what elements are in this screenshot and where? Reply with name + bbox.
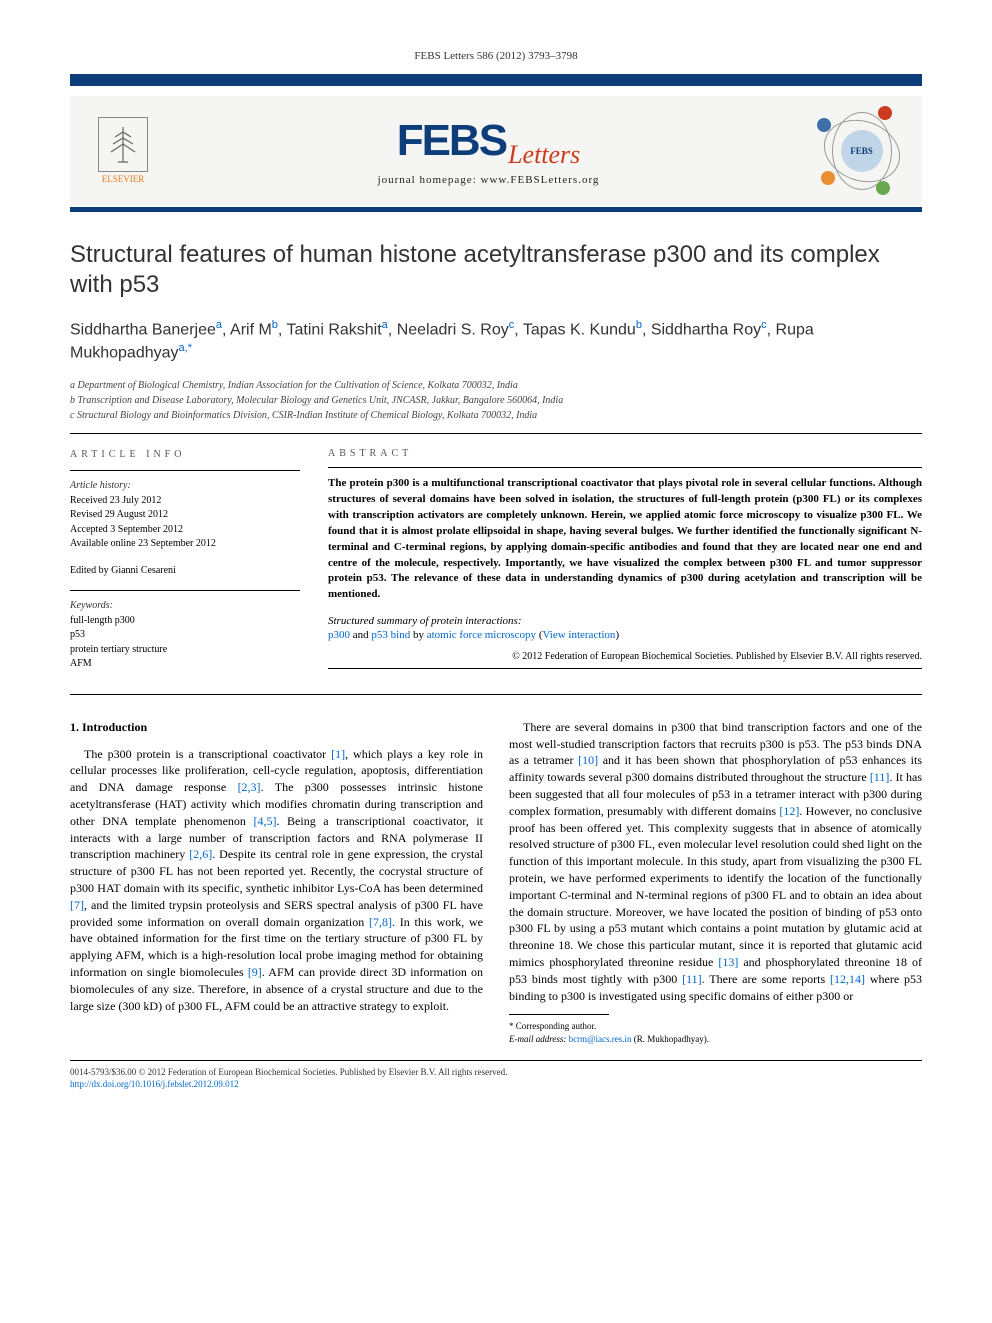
elsevier-tree-icon bbox=[98, 117, 148, 172]
abstract-column: ABSTRACT The protein p300 is a multifunc… bbox=[328, 448, 922, 684]
keyword: full-length p300 bbox=[70, 614, 300, 629]
divider bbox=[70, 433, 922, 434]
email-author-name: (R. Mukhopadhyay). bbox=[634, 1034, 709, 1044]
publisher-name: ELSEVIER bbox=[102, 174, 145, 184]
email-label: E-mail address: bbox=[509, 1034, 566, 1044]
article-info-column: ARTICLE INFO Article history: Received 2… bbox=[70, 448, 300, 684]
journal-homepage-link[interactable]: journal homepage: www.FEBSLetters.org bbox=[378, 174, 600, 186]
article-title: Structural features of human histone ace… bbox=[70, 240, 922, 300]
structured-summary-line: p300 and p53 bind by atomic force micros… bbox=[328, 629, 922, 641]
doi-link[interactable]: http://dx.doi.org/10.1016/j.febslet.2012… bbox=[70, 1079, 239, 1089]
body-text: 1. Introduction The p300 protein is a tr… bbox=[70, 719, 922, 1046]
journal-name-letters: Letters bbox=[508, 140, 580, 170]
journal-header: ELSEVIER FEBS Letters journal homepage: … bbox=[70, 96, 922, 205]
keywords-label: Keywords: bbox=[70, 599, 300, 614]
affiliation: c Structural Biology and Bioinformatics … bbox=[70, 408, 922, 423]
history-item: Received 23 July 2012 bbox=[70, 494, 300, 509]
footnote-separator bbox=[509, 1014, 609, 1015]
history-label: Article history: bbox=[70, 479, 300, 494]
abstract-heading: ABSTRACT bbox=[328, 448, 922, 459]
keyword: AFM bbox=[70, 657, 300, 672]
header-bottom-bar bbox=[70, 207, 922, 212]
divider bbox=[328, 467, 922, 468]
footnote-block: * Corresponding author. E-mail address: … bbox=[509, 1020, 922, 1045]
history-item: Revised 29 August 2012 bbox=[70, 508, 300, 523]
corresponding-email-link[interactable]: bcrm@iacs.res.in bbox=[569, 1034, 632, 1044]
corresponding-author: * Corresponding author. bbox=[509, 1020, 922, 1033]
divider bbox=[328, 668, 922, 669]
abstract-copyright: © 2012 Federation of European Biochemica… bbox=[328, 651, 922, 662]
keyword: p53 bbox=[70, 628, 300, 643]
journal-logo-block: FEBS Letters journal homepage: www.FEBSL… bbox=[378, 116, 600, 186]
affiliation: b Transcription and Disease Laboratory, … bbox=[70, 393, 922, 408]
publisher-logo[interactable]: ELSEVIER bbox=[88, 111, 158, 191]
history-item: Available online 23 September 2012 bbox=[70, 537, 300, 552]
structured-summary-label: Structured summary of protein interactio… bbox=[328, 615, 922, 627]
footer-copyright: 0014-5793/$36.00 © 2012 Federation of Eu… bbox=[70, 1066, 922, 1079]
divider bbox=[70, 470, 300, 471]
divider bbox=[70, 590, 300, 591]
journal-name-febs: FEBS bbox=[397, 116, 506, 166]
body-paragraph: The p300 protein is a transcriptional co… bbox=[70, 746, 483, 1015]
body-paragraph: There are several domains in p300 that b… bbox=[509, 719, 922, 1005]
badge-dot-icon bbox=[876, 181, 890, 195]
footer: 0014-5793/$36.00 © 2012 Federation of Eu… bbox=[70, 1066, 922, 1091]
section-heading: 1. Introduction bbox=[70, 719, 483, 736]
footer-divider bbox=[70, 1060, 922, 1061]
header-reference: FEBS Letters 586 (2012) 3793–3798 bbox=[70, 50, 922, 62]
keyword: protein tertiary structure bbox=[70, 643, 300, 658]
authors-list: Siddhartha Banerjeea, Arif Mb, Tatini Ra… bbox=[70, 318, 922, 364]
badge-dot-icon bbox=[878, 106, 892, 120]
divider bbox=[70, 694, 922, 695]
affiliations: a Department of Biological Chemistry, In… bbox=[70, 378, 922, 423]
edited-by: Edited by Gianni Cesareni bbox=[70, 564, 300, 579]
badge-dot-icon bbox=[821, 171, 835, 185]
top-bar bbox=[70, 74, 922, 86]
affiliation: a Department of Biological Chemistry, In… bbox=[70, 378, 922, 393]
article-info-heading: ARTICLE INFO bbox=[70, 448, 300, 463]
abstract-text: The protein p300 is a multifunctional tr… bbox=[328, 476, 922, 604]
history-item: Accepted 3 September 2012 bbox=[70, 523, 300, 538]
badge-dot-icon bbox=[817, 118, 831, 132]
febs-society-badge[interactable]: FEBS bbox=[819, 108, 904, 193]
